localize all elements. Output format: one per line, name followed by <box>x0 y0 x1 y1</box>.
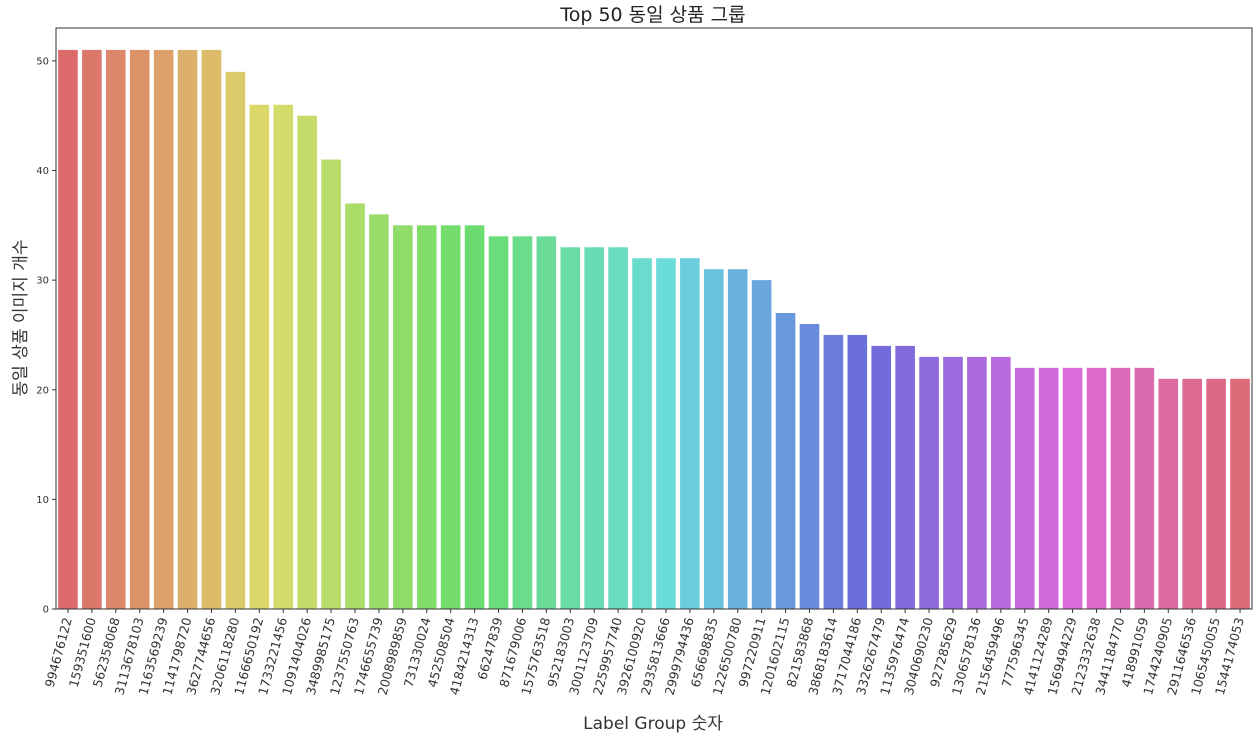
bar-777596345 <box>1014 367 1035 609</box>
bar-3441184770 <box>1110 367 1131 609</box>
y-tick-label: 10 <box>36 495 49 506</box>
bar-2935813666 <box>656 258 676 609</box>
y-tick-label: 50 <box>36 56 49 67</box>
y-tick-label: 40 <box>36 166 49 177</box>
bar-3113678103 <box>129 49 150 610</box>
bar-3001123709 <box>584 247 604 609</box>
bar-1746655739 <box>369 214 389 610</box>
bar-3489985175 <box>321 159 341 610</box>
bar-1733221456 <box>273 104 294 610</box>
bar-1065450055 <box>1206 378 1226 609</box>
bar-1744240905 <box>1158 378 1179 609</box>
chart-title: Top 50 동일 상품 그룹 <box>559 4 745 26</box>
bar-3206118280 <box>225 71 246 610</box>
x-axis-label: Label Group 숫자 <box>583 714 723 734</box>
bar-3926100920 <box>632 258 652 609</box>
bars <box>58 49 1250 610</box>
bar-4141124289 <box>1038 367 1059 609</box>
bar-1226500780 <box>727 269 748 609</box>
bar-2999794436 <box>680 258 700 609</box>
bar-871679006 <box>512 236 533 609</box>
y-axis-label: 동일 상품 이미지 개수 <box>11 240 31 397</box>
bar-4184214313 <box>464 225 485 609</box>
bar-731330024 <box>416 225 437 609</box>
bar-1306578136 <box>967 356 987 609</box>
bar-1569494229 <box>1062 367 1083 609</box>
bar-927285629 <box>943 356 963 609</box>
bar-3868183614 <box>823 334 844 609</box>
bar-159351600 <box>82 49 102 610</box>
bar-562358068 <box>105 49 126 610</box>
y-tick-label: 20 <box>36 385 49 396</box>
y-axis-ticks: 0 10 20 30 40 50 <box>36 56 56 616</box>
bar-2259957740 <box>608 247 628 609</box>
bar-1091404026 <box>297 115 317 609</box>
bar-1201602115 <box>775 313 796 609</box>
bar-2123332638 <box>1086 367 1107 609</box>
bar-2156459496 <box>991 356 1011 609</box>
bar-3717044186 <box>847 334 868 609</box>
x-axis-ticks: 9946761221593516005623580683113678103116… <box>42 609 1247 697</box>
bar-952183003 <box>560 247 581 609</box>
y-tick-label: 30 <box>36 276 49 287</box>
bar-3326267479 <box>871 345 892 609</box>
bar-821583868 <box>799 323 820 609</box>
plot-frame <box>55 27 1253 610</box>
bar-1166650192 <box>249 104 270 610</box>
bar-1544174053 <box>1230 378 1250 609</box>
bar-418991059 <box>1134 367 1155 609</box>
bar-3040690230 <box>919 356 939 609</box>
bar-1141798720 <box>177 49 198 610</box>
bar-1135976474 <box>895 345 915 609</box>
bar-2008989859 <box>393 225 413 609</box>
bar-1163569239 <box>153 49 174 610</box>
bar-2911646536 <box>1182 378 1202 609</box>
bar-1575763518 <box>536 236 557 609</box>
bar-452508504 <box>440 225 461 609</box>
bar-656698835 <box>703 269 724 609</box>
bar-997220911 <box>751 280 772 609</box>
bar-1237550763 <box>345 203 365 609</box>
bar-66247839 <box>488 236 509 609</box>
bar-994676122 <box>58 49 78 610</box>
y-tick-label: 0 <box>43 605 49 616</box>
bar-3627744656 <box>201 49 222 610</box>
